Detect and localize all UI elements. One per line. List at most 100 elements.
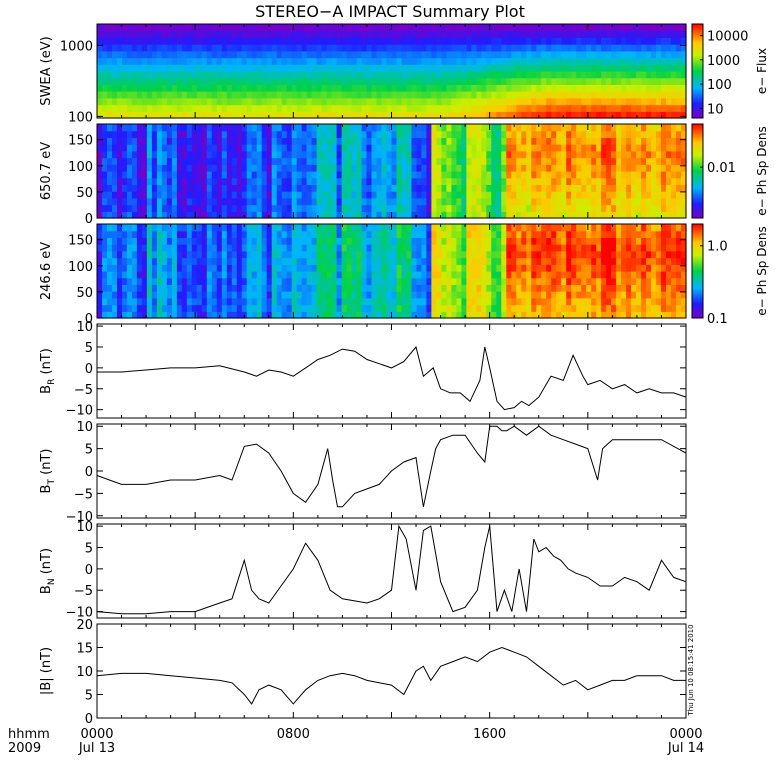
spectrogram-cell (332, 231, 338, 238)
spectrogram-cell (247, 58, 253, 65)
spectrogram-cell (362, 158, 368, 165)
spectrogram-cell (202, 251, 208, 258)
spectrogram-cell (217, 205, 223, 212)
spectrogram-cell (322, 264, 328, 271)
spectrogram-cell (496, 91, 502, 98)
spectrogram-cell (222, 37, 228, 44)
spectrogram-cell (327, 91, 333, 98)
spectrogram-cell (511, 171, 517, 178)
spectrogram-cell (102, 144, 108, 151)
spectrogram-cell (202, 298, 208, 305)
spectrogram-cell (252, 51, 258, 58)
spectrogram-cell (357, 24, 363, 31)
spectrogram-cell (511, 98, 517, 105)
spectrogram-cell (207, 237, 213, 244)
spectrogram-cell (122, 184, 128, 191)
spectrogram-cell (566, 78, 572, 85)
spectrogram-cell (486, 305, 492, 312)
spectrogram-cell (152, 258, 158, 265)
spectrogram-cell (511, 184, 517, 191)
spectrogram-cell (337, 91, 343, 98)
spectrogram-cell (551, 271, 557, 278)
spectrogram-cell (382, 171, 388, 178)
spectrogram-cell (571, 298, 577, 305)
spectrogram-cell (421, 44, 427, 51)
spectrogram-cell (167, 224, 173, 231)
spectrogram-cell (127, 305, 133, 312)
spectrogram-cell (651, 158, 657, 165)
spectrogram-cell (372, 91, 378, 98)
spectrogram-cell (417, 178, 423, 185)
spectrogram-cell (132, 171, 138, 178)
spectrogram-cell (187, 51, 193, 58)
spectrogram-cell (332, 124, 338, 131)
spectrogram-cell (127, 158, 133, 165)
spectrogram-cell (237, 171, 243, 178)
spectrogram-cell (237, 258, 243, 265)
spectrogram-cell (481, 37, 487, 44)
spectrogram-cell (312, 31, 318, 38)
spectrogram-cell (621, 78, 627, 85)
spectrogram-cell (461, 191, 467, 198)
spectrogram-cell (546, 105, 552, 112)
spectrogram-cell (242, 244, 248, 251)
spectrogram-cell (302, 98, 308, 105)
spectrogram-cell (581, 205, 587, 212)
spectrogram-cell (426, 198, 432, 205)
spectrogram-cell (237, 178, 243, 185)
spectrogram-cell (242, 164, 248, 171)
spectrogram-cell (387, 105, 393, 112)
spectrogram-cell (332, 191, 338, 198)
spectrogram-cell (367, 278, 373, 285)
spectrogram-cell (397, 137, 403, 144)
spectrogram-cell (142, 224, 148, 231)
spectrogram-cell (217, 184, 223, 191)
spectrogram-cell (551, 71, 557, 78)
spectrogram-cell (586, 158, 592, 165)
spectrogram-cell (556, 305, 562, 312)
spectrogram-cell (631, 44, 637, 51)
spectrogram-cell (586, 91, 592, 98)
spectrogram-cell (182, 58, 188, 65)
spectrogram-cell (596, 24, 602, 31)
spectrogram-cell (601, 198, 607, 205)
spectrogram-cell (551, 258, 557, 265)
spectrogram-cell (177, 78, 183, 85)
spectrogram-cell (626, 251, 632, 258)
spectrogram-cell (656, 198, 662, 205)
spectrogram-cell (237, 44, 243, 51)
spectrogram-cell (676, 51, 682, 58)
spectrogram-cell (676, 98, 682, 105)
spectrogram-cell (107, 205, 113, 212)
spectrogram-cell (551, 237, 557, 244)
spectrogram-cell (167, 231, 173, 238)
spectrogram-cell (407, 184, 413, 191)
spectrogram-cell (606, 164, 612, 171)
spectrogram-cell (282, 151, 288, 158)
spectrogram-cell (556, 84, 562, 91)
spectrogram-cell (486, 84, 492, 91)
spectrogram-cell (456, 37, 462, 44)
spectrogram-cell (167, 37, 173, 44)
spectrogram-cell (436, 64, 442, 71)
spectrogram-cell (666, 71, 672, 78)
spectrogram-cell (596, 224, 602, 231)
spectrogram-cell (337, 305, 343, 312)
spectrogram-cell (362, 24, 368, 31)
spectrogram-cell (297, 78, 303, 85)
spectrogram-cell (137, 144, 143, 151)
spectrogram-cell (257, 244, 263, 251)
spectrogram-cell (481, 58, 487, 65)
spectrogram-cell (267, 51, 273, 58)
spectrogram-cell (377, 171, 383, 178)
spectrogram-cell (252, 251, 258, 258)
spectrogram-cell (322, 124, 328, 131)
spectrogram-cell (232, 244, 238, 251)
spectrogram-cell (536, 284, 542, 291)
spectrogram-cell (282, 224, 288, 231)
spectrogram-cell (412, 37, 418, 44)
spectrogram-cell (352, 191, 358, 198)
spectrogram-cell (451, 198, 457, 205)
spectrogram-cell (107, 198, 113, 205)
spectrogram-cell (426, 171, 432, 178)
